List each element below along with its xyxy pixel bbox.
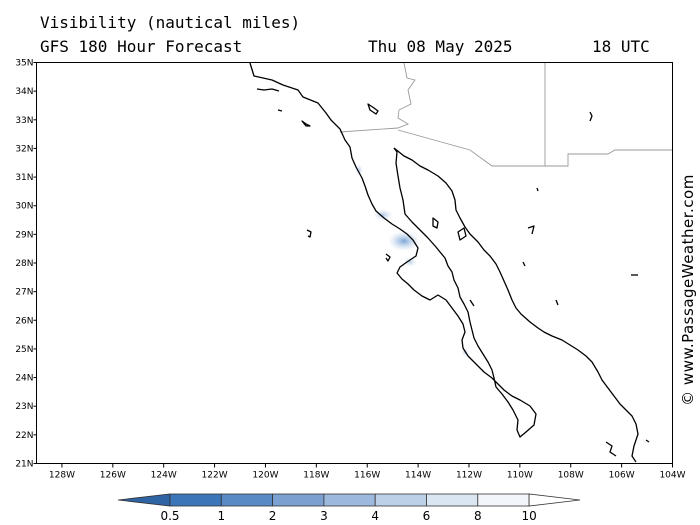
coastlines: [249, 62, 650, 463]
lat-tick-label: 32N: [15, 144, 33, 154]
colorbar-over-arrow: [528, 493, 581, 507]
forecast-date: Thu 08 May 2025: [368, 37, 513, 56]
visibility-colorbar: 0.5 1 2 3 4 6 8 10: [117, 493, 581, 523]
colorbar-segment: [220, 493, 274, 507]
lat-tick-label: 28N: [15, 259, 33, 269]
colorbar-label: 0.5: [160, 509, 179, 523]
colorbar-label: 6: [423, 509, 431, 523]
lat-tick-label: 26N: [15, 316, 33, 326]
lon-tick-label: 128W: [49, 471, 75, 481]
latitude-axis: 35N 34N 33N 32N 31N 30N 29N 28N 27N 26N 25N 24N 23N 2…: [15, 59, 37, 470]
colorbar-segment: [374, 493, 427, 507]
lat-tick-label: 21N: [15, 460, 33, 470]
lon-tick-label: 110W: [507, 471, 533, 481]
colorbar-label: 1: [217, 509, 225, 523]
lat-tick-label: 30N: [15, 202, 33, 212]
longitude-axis: 128W 126W 124W 122W 120W 118W 116W 114W 112W 110W…: [49, 463, 686, 481]
lat-tick-label: 25N: [15, 345, 33, 355]
low-visibility-areas: [355, 164, 469, 356]
lon-tick-label: 126W: [100, 471, 126, 481]
lat-tick-label: 35N: [15, 59, 33, 69]
lon-tick-label: 114W: [405, 471, 431, 481]
map-title: Visibility (nautical miles): [40, 13, 301, 32]
fog-patch: [388, 231, 420, 251]
colorbar-label: 3: [320, 509, 328, 523]
colorbar-segment: [477, 493, 530, 507]
forecast-time: 18 UTC: [592, 37, 650, 56]
lon-tick-label: 104W: [659, 471, 685, 481]
lon-tick-label: 118W: [303, 471, 329, 481]
fog-patch: [355, 164, 363, 176]
lat-tick-label: 27N: [15, 288, 33, 298]
colorbar-label: 10: [521, 509, 536, 523]
lat-tick-label: 23N: [15, 402, 33, 412]
credit-watermark: © www.PassageWeather.com: [679, 174, 697, 406]
colorbar-segment: [426, 493, 479, 507]
lat-tick-label: 29N: [15, 230, 33, 240]
lat-tick-label: 22N: [15, 431, 33, 441]
colorbar-segment: [169, 493, 222, 507]
colorbar-label: 4: [371, 509, 379, 523]
colorbar-under-arrow: [117, 493, 171, 507]
lon-tick-label: 120W: [252, 471, 278, 481]
lon-tick-label: 122W: [202, 471, 228, 481]
lon-tick-label: 108W: [558, 471, 584, 481]
forecast-subtitle: GFS 180 Hour Forecast: [40, 37, 243, 56]
fog-patch: [403, 257, 417, 267]
lat-tick-label: 33N: [15, 116, 33, 126]
map-frame: [36, 62, 673, 464]
lat-tick-label: 31N: [15, 173, 33, 183]
lat-tick-label: 34N: [15, 87, 33, 97]
lon-tick-label: 106W: [609, 471, 635, 481]
lon-tick-label: 116W: [354, 471, 380, 481]
colorbar-segment: [323, 493, 376, 507]
colorbar-segment: [272, 493, 325, 507]
colorbar-label: 2: [269, 509, 277, 523]
lat-tick-label: 24N: [15, 374, 33, 384]
lon-tick-label: 112W: [456, 471, 482, 481]
lon-tick-label: 124W: [151, 471, 177, 481]
political-borders: [339, 62, 672, 167]
colorbar-label: 8: [474, 509, 482, 523]
